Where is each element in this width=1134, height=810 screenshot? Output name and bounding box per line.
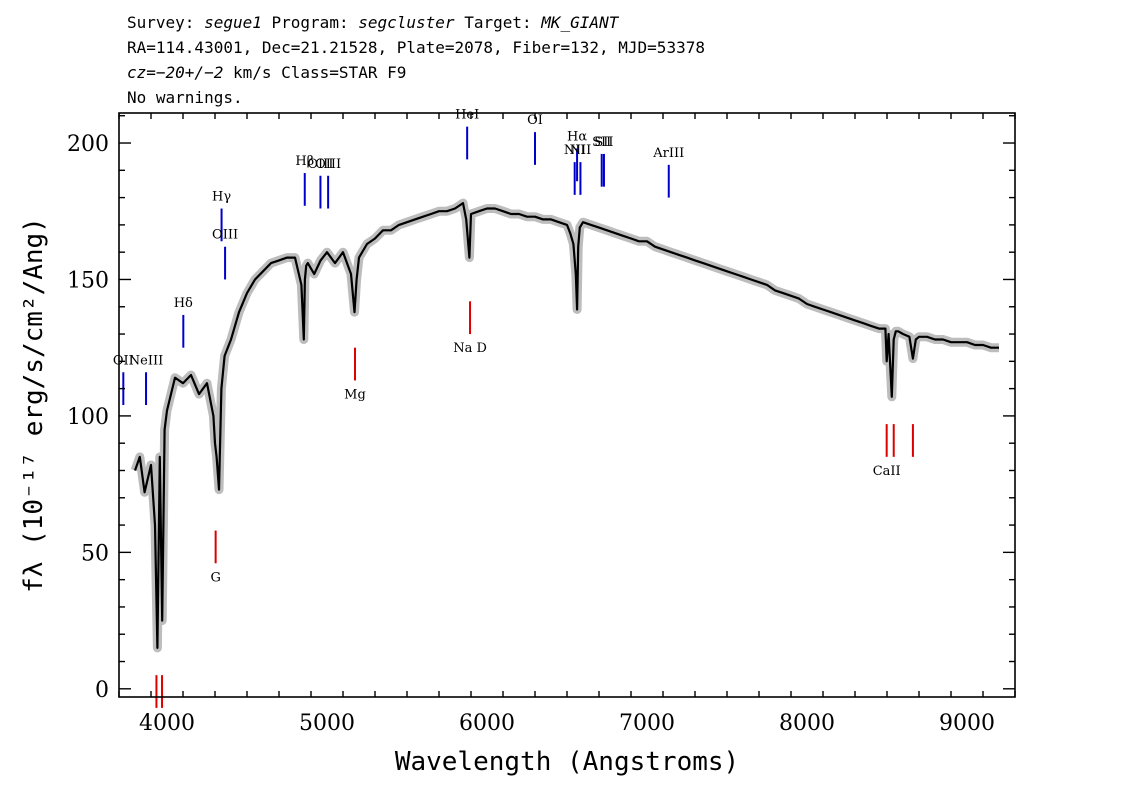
emission-line-label: Hγ [212, 190, 231, 205]
emission-line-label: NII [564, 143, 586, 158]
absorption-line-label: CaII [873, 464, 901, 479]
emission-line-label: SII [594, 135, 613, 150]
y-tick-label: 50 [81, 541, 109, 566]
header-line-4: No warnings. [127, 88, 243, 107]
emission-line-label: ArIII [652, 146, 684, 161]
emission-line-label: Hβ [295, 154, 314, 169]
y-tick-label: 0 [95, 678, 109, 703]
y-tick-label: 100 [67, 405, 109, 430]
emission-line-label: OIII [315, 157, 341, 172]
emission-line-label: Hδ [174, 296, 193, 311]
emission-line-label: OIII [307, 157, 333, 172]
spectrum-line [133, 202, 999, 650]
x-axis-title: Wavelength (Angstroms) [395, 747, 739, 777]
header-line-1: Survey: segue1 Program: segcluster Targe… [127, 13, 620, 32]
x-tick-label: 6000 [459, 711, 515, 736]
emission-line-label: OIII [212, 228, 238, 243]
plot-frame [118, 112, 1016, 698]
x-tick-label: 8000 [779, 711, 835, 736]
x-tick-label: 7000 [619, 711, 675, 736]
x-tick-label: 9000 [939, 711, 995, 736]
emission-line-label: NII [570, 143, 592, 158]
header-line-3: cz=−20+/−2 km/s Class=STAR F9 [127, 63, 406, 82]
emission-line-label: NeIII [129, 353, 163, 368]
absorption-line-label: Na D [453, 341, 487, 356]
emission-line-label: OI [527, 113, 543, 128]
emission-line-label: HeI [455, 108, 479, 123]
absorption-line-label: Mg [344, 387, 366, 402]
plot-axes: 4000 5000 6000 7000 8000 9000 0 50 100 150 200 [67, 112, 1016, 736]
y-axis-title: fλ (10⁻¹⁷ erg/s/cm²/Ang) [19, 217, 49, 593]
spectrum-series [133, 202, 999, 650]
y-tick-label: 150 [67, 268, 109, 293]
absorption-line-label: G [210, 570, 220, 585]
emission-line-label: SII [592, 135, 611, 150]
emission-line-label: Hα [567, 129, 587, 144]
x-tick-label: 4000 [139, 711, 195, 736]
x-tick-label: 5000 [299, 711, 355, 736]
y-tick-label: 200 [67, 132, 109, 157]
header-line-2: RA=114.43001, Dec=21.21528, Plate=2078, … [127, 38, 705, 57]
